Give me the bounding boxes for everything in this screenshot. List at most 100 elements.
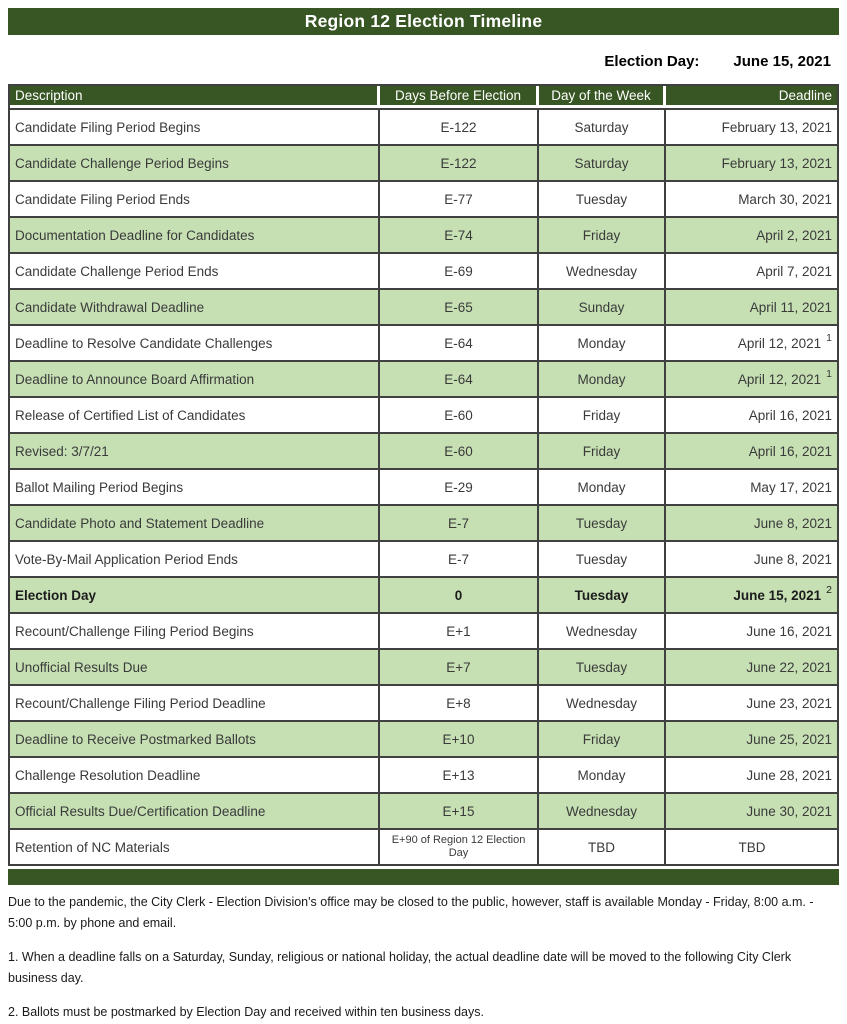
cell-description: Unofficial Results Due [10,648,380,684]
cell-day-of-week: Friday [539,396,666,432]
cell-days-before-election: E-74 [380,216,539,252]
cell-description: Election Day [10,576,380,612]
cell-days-before-election: E-7 [380,540,539,576]
cell-day-of-week: Monday [539,360,666,396]
cell-deadline: April 12, 2021 1 [666,324,837,360]
table-row: Candidate Filing Period Ends E-77 Tuesday M… [10,180,837,216]
cell-description: Revised: 3/7/21 [10,432,380,468]
table-row: Candidate Challenge Period Ends E-69 Wedne… [10,252,837,288]
cell-days-before-election: E+10 [380,720,539,756]
col-header-days-before: Days Before Election [380,86,539,108]
cell-day-of-week: Monday [539,324,666,360]
cell-description: Release of Certified List of Candidates [10,396,380,432]
cell-deadline: April 12, 2021 1 [666,360,837,396]
cell-deadline: June 8, 2021 [666,504,837,540]
election-day-label: Election Day: [604,52,700,70]
table-row: Candidate Filing Period Begins E-122 Satur… [10,108,837,144]
table-row: Revised: 3/7/21 E-60 Friday April 16, 2021 [10,432,837,468]
cell-day-of-week: Wednesday [539,252,666,288]
footnote-marker: 2 [826,583,832,596]
cell-deadline: June 23, 2021 [666,684,837,720]
cell-days-before-election: E+8 [380,684,539,720]
table-row: Recount/Challenge Filing Period Begins E+… [10,612,837,648]
cell-day-of-week: Friday [539,720,666,756]
cell-description: Retention of NC Materials [10,828,380,864]
cell-days-before-election: E+90 of Region 12 Election Day [380,828,539,864]
cell-description: Recount/Challenge Filing Period Begins [10,612,380,648]
cell-deadline: March 30, 2021 [666,180,837,216]
table-row: Candidate Photo and Statement Deadline E-… [10,504,837,540]
table-row: Ballot Mailing Period Begins E-29 Monday Ma… [10,468,837,504]
cell-description: Deadline to Announce Board Affirmation [10,360,380,396]
cell-day-of-week: Sunday [539,288,666,324]
page-title-bar: Region 12 Election Timeline [8,8,839,35]
cell-day-of-week: Friday [539,216,666,252]
cell-days-before-election: E+7 [380,648,539,684]
cell-deadline: June 30, 2021 [666,792,837,828]
cell-day-of-week: Tuesday [539,648,666,684]
table-row: Retention of NC Materials E+90 of Region … [10,828,837,864]
cell-days-before-election: E-122 [380,108,539,144]
cell-description: Challenge Resolution Deadline [10,756,380,792]
cell-deadline: April 11, 2021 [666,288,837,324]
cell-description: Candidate Photo and Statement Deadline [10,504,380,540]
cell-deadline: April 16, 2021 [666,396,837,432]
table-row: Official Results Due/Certification Deadl… [10,792,837,828]
table-row: Election Day 0 Tuesday June 15, 2021 2 [10,576,837,612]
cell-days-before-election: E-60 [380,396,539,432]
cell-day-of-week: Monday [539,756,666,792]
footnote-text: 1. When a deadline falls on a Saturday, … [8,950,792,985]
cell-days-before-election: E-69 [380,252,539,288]
cell-description: Documentation Deadline for Candidates [10,216,380,252]
page-title: Region 12 Election Timeline [304,11,543,31]
cell-day-of-week: Wednesday [539,612,666,648]
cell-deadline: June 15, 2021 2 [666,576,837,612]
cell-description: Candidate Withdrawal Deadline [10,288,380,324]
cell-days-before-election: E-7 [380,504,539,540]
cell-deadline: April 16, 2021 [666,432,837,468]
cell-days-before-election: E+13 [380,756,539,792]
col-header-description: Description [10,86,380,108]
cell-description: Ballot Mailing Period Begins [10,468,380,504]
table-row: Deadline to Receive Postmarked Ballots E+… [10,720,837,756]
table-row: Recount/Challenge Filing Period Deadline… [10,684,837,720]
cell-deadline: June 8, 2021 [666,540,837,576]
cell-days-before-election: E-64 [380,360,539,396]
timeline-table-wrap: Description Days Before Election Day of … [8,84,839,866]
cell-day-of-week: Tuesday [539,540,666,576]
cell-days-before-election: E-122 [380,144,539,180]
cell-description: Recount/Challenge Filing Period Deadline [10,684,380,720]
footnote-marker: 1 [826,331,832,344]
cell-day-of-week: Monday [539,468,666,504]
cell-deadline: February 13, 2021 [666,144,837,180]
cell-deadline: June 28, 2021 [666,756,837,792]
cell-days-before-election: E-29 [380,468,539,504]
cell-days-before-election: E-77 [380,180,539,216]
cell-day-of-week: Saturday [539,144,666,180]
cell-description: Deadline to Resolve Candidate Challenges [10,324,380,360]
header-row: Description Days Before Election Day of … [10,86,837,108]
footnote-marker: 1 [826,367,832,380]
cell-deadline: April 2, 2021 [666,216,837,252]
footnote-text: 2. Ballots must be postmarked by Electio… [8,1005,484,1019]
cell-day-of-week: Friday [539,432,666,468]
table-row: Deadline to Announce Board Affirmation E-… [10,360,837,396]
col-header-deadline: Deadline [666,86,837,108]
cell-description: Official Results Due/Certification Deadl… [10,792,380,828]
cell-deadline: June 25, 2021 [666,720,837,756]
table-row: Release of Certified List of Candidates E… [10,396,837,432]
cell-deadline: February 13, 2021 [666,108,837,144]
cell-days-before-election: E+1 [380,612,539,648]
cell-day-of-week: TBD [539,828,666,864]
cell-days-before-election: E+15 [380,792,539,828]
cell-day-of-week: Saturday [539,108,666,144]
cell-days-before-election: E-65 [380,288,539,324]
footnotes: Due to the pandemic, the City Clerk - El… [8,892,839,1023]
election-day-value: June 15, 2021 [733,52,831,70]
table-row: Candidate Withdrawal Deadline E-65 Sunday A… [10,288,837,324]
table-row: Unofficial Results Due E+7 Tuesday June 22,… [10,648,837,684]
table-row: Deadline to Resolve Candidate Challenges… [10,324,837,360]
cell-description: Candidate Filing Period Begins [10,108,380,144]
cell-days-before-election: E-60 [380,432,539,468]
